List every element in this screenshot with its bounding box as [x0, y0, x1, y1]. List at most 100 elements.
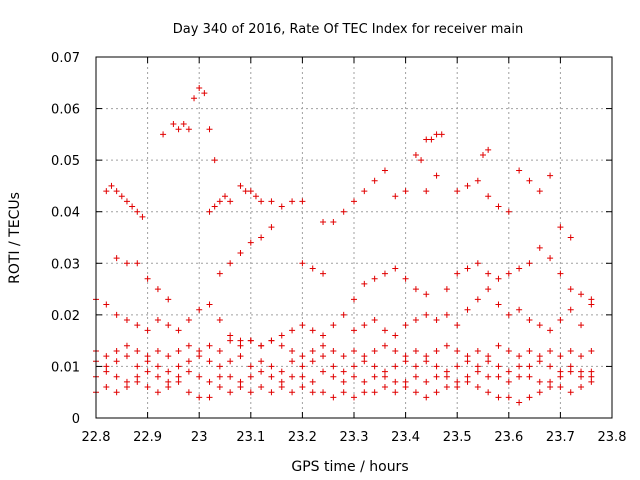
- data-point: [309, 358, 316, 365]
- data-point: [557, 270, 564, 277]
- data-point: [536, 353, 543, 360]
- data-point: [547, 172, 554, 179]
- data-point: [351, 363, 357, 370]
- data-point: [165, 378, 172, 385]
- data-point: [320, 332, 327, 339]
- data-point: [330, 363, 337, 370]
- data-point: [123, 353, 130, 360]
- data-point: [402, 358, 409, 365]
- data-point: [361, 378, 368, 385]
- data-point: [185, 342, 192, 349]
- data-point: [474, 347, 481, 354]
- data-point: [381, 342, 388, 349]
- data-point: [268, 373, 275, 380]
- data-point: [320, 368, 327, 375]
- data-point: [464, 182, 471, 189]
- data-point: [227, 389, 234, 396]
- data-point: [485, 353, 492, 360]
- data-point: [547, 327, 554, 334]
- data-point: [547, 378, 554, 385]
- data-point: [144, 384, 151, 391]
- grid: [96, 57, 612, 418]
- data-point: [526, 260, 533, 267]
- y-tick-label: 0.03: [51, 257, 80, 272]
- data-point: [588, 373, 595, 380]
- data-point: [320, 342, 327, 349]
- data-point: [361, 188, 368, 195]
- data-point: [454, 384, 461, 391]
- data-point: [392, 193, 399, 200]
- data-point: [588, 296, 595, 303]
- x-tick-label: 23.3: [340, 430, 369, 445]
- y-tick-label: 0.06: [51, 103, 80, 118]
- data-point: [154, 317, 161, 324]
- data-point: [547, 255, 554, 262]
- data-point: [309, 389, 316, 396]
- data-point: [175, 327, 182, 334]
- data-point: [160, 131, 167, 138]
- data-point: [464, 265, 471, 272]
- data-point: [485, 389, 492, 396]
- data-point: [196, 353, 203, 360]
- data-point: [443, 342, 450, 349]
- data-point: [412, 363, 419, 370]
- data-point: [392, 363, 399, 370]
- data-point: [547, 384, 554, 391]
- data-point: [237, 182, 244, 189]
- data-point: [175, 126, 182, 133]
- data-point: [113, 188, 120, 195]
- data-point: [113, 311, 120, 318]
- data-point: [474, 384, 481, 391]
- data-point: [423, 188, 430, 195]
- data-point: [278, 332, 285, 339]
- data-point: [547, 363, 554, 370]
- data-point: [371, 177, 378, 184]
- data-point: [118, 193, 125, 200]
- data-point: [299, 260, 306, 267]
- data-point: [247, 337, 254, 344]
- data-point: [526, 394, 533, 401]
- series-band-0.008: [93, 368, 595, 385]
- data-point: [495, 275, 502, 282]
- data-point: [464, 358, 471, 365]
- data-point: [237, 378, 244, 385]
- data-point: [206, 394, 213, 401]
- data-point: [485, 146, 492, 153]
- data-point: [588, 378, 595, 385]
- data-point: [330, 322, 337, 329]
- data-point: [454, 363, 461, 370]
- data-point: [268, 337, 275, 344]
- data-point: [536, 322, 543, 329]
- x-tick-label: 23: [191, 430, 208, 445]
- data-point: [567, 306, 574, 313]
- data-point: [412, 347, 419, 354]
- data-point: [340, 311, 347, 318]
- data-point: [474, 177, 481, 184]
- series-peaks: [160, 84, 492, 164]
- data-point: [485, 270, 492, 277]
- data-point: [222, 193, 228, 200]
- data-point: [578, 384, 585, 391]
- data-point: [454, 188, 461, 195]
- data-point: [351, 296, 357, 303]
- data-point: [320, 389, 327, 396]
- data-point: [175, 363, 182, 370]
- data-point: [154, 373, 161, 380]
- data-points: [93, 84, 595, 406]
- data-point: [206, 342, 213, 349]
- data-point: [361, 389, 368, 396]
- data-point: [505, 394, 512, 401]
- data-point: [423, 394, 430, 401]
- series-band-0.018: [93, 286, 595, 349]
- data-point: [185, 126, 192, 133]
- data-point: [289, 358, 296, 365]
- data-point: [252, 193, 259, 200]
- data-point: [526, 373, 533, 380]
- data-point: [247, 239, 254, 246]
- data-point: [103, 368, 110, 375]
- data-point: [268, 389, 275, 396]
- data-point: [412, 151, 419, 158]
- data-point: [258, 198, 265, 205]
- data-point: [258, 368, 265, 375]
